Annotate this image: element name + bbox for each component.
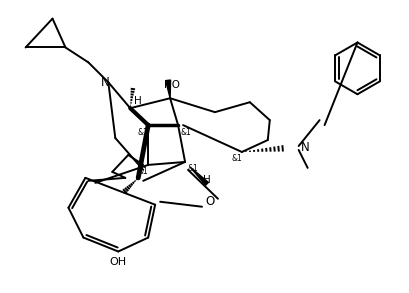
Text: N: N — [101, 76, 110, 89]
Text: H: H — [203, 175, 211, 185]
Text: OH: OH — [110, 258, 127, 268]
Text: &1: &1 — [231, 154, 242, 163]
Text: HO: HO — [164, 80, 180, 90]
Text: N: N — [301, 142, 310, 154]
Text: &1: &1 — [138, 167, 148, 176]
Text: O: O — [205, 195, 215, 208]
Text: &1: &1 — [188, 164, 198, 173]
Text: &1: &1 — [138, 127, 148, 137]
Polygon shape — [166, 80, 171, 98]
Text: H: H — [134, 96, 142, 106]
Text: &1: &1 — [181, 127, 191, 137]
Polygon shape — [190, 167, 209, 185]
